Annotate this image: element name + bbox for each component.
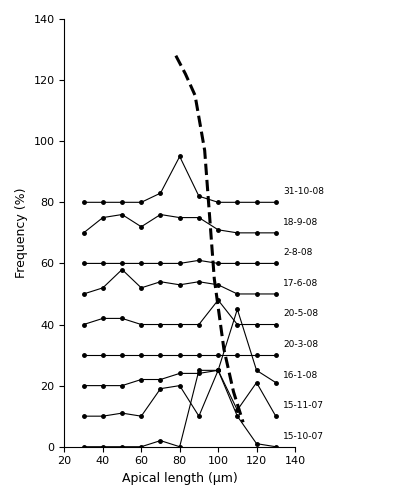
Text: 31-10-08: 31-10-08 xyxy=(284,187,324,196)
Text: 20-3-08: 20-3-08 xyxy=(284,340,319,349)
X-axis label: Apical length (μm): Apical length (μm) xyxy=(122,472,238,485)
Text: 16-1-08: 16-1-08 xyxy=(284,370,319,380)
Text: 15-10-07: 15-10-07 xyxy=(284,432,324,440)
Y-axis label: Frequency (%): Frequency (%) xyxy=(15,188,28,278)
Text: 15-11-07: 15-11-07 xyxy=(284,401,324,410)
Text: 18-9-08: 18-9-08 xyxy=(284,218,319,227)
Text: 20-5-08: 20-5-08 xyxy=(284,310,319,318)
Text: 17-6-08: 17-6-08 xyxy=(284,279,319,288)
Text: 2-8-08: 2-8-08 xyxy=(284,248,313,258)
